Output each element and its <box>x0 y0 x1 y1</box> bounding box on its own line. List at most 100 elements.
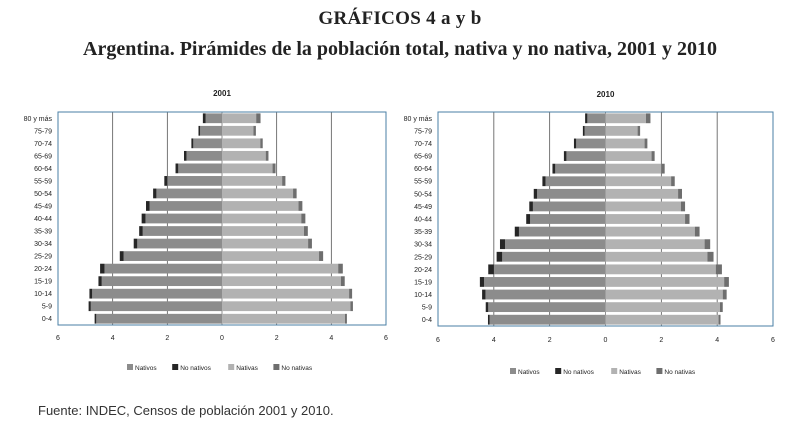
category-label: 80 y más <box>404 116 433 123</box>
bar-no-nativos-35-39 <box>139 226 143 236</box>
bar-nativas-45-49 <box>605 201 681 212</box>
bar-nativos-30-34 <box>137 238 222 249</box>
bar-no-nativas-65-69 <box>265 150 269 161</box>
category-label: 80 y más <box>24 116 53 123</box>
bar-no-nativos-20-24 <box>100 263 105 274</box>
bar-no-nativas-70-74 <box>260 138 263 149</box>
bar-nativos-15-19 <box>101 276 222 287</box>
bar-nativos-40-44 <box>145 213 222 224</box>
bar-no-nativas-40-44 <box>301 213 306 224</box>
bar-nativos-60-64 <box>178 163 222 174</box>
legend-swatch <box>228 364 235 370</box>
category-label: 20-24 <box>414 267 432 274</box>
x-tick-label: 6 <box>384 335 388 342</box>
bar-nativas-20-24 <box>605 264 716 275</box>
bar-no-nativos-25-29 <box>496 251 503 262</box>
pyramid-chart-2001: 2001 0-4 5-9 10-14 15-19 20-24 25-29 30-34 35-39… <box>24 89 388 372</box>
bar-nativas-80-y-más <box>222 113 257 124</box>
bar-no-nativas-35-39 <box>304 226 308 236</box>
bar-nativos-55-59 <box>545 176 606 187</box>
bar-nativas-10-14 <box>605 289 723 300</box>
bar-nativos-70-74 <box>576 138 606 149</box>
category-label: 30-34 <box>34 241 52 248</box>
category-label: 45-49 <box>34 203 52 210</box>
legend-swatch <box>273 364 280 370</box>
bar-no-nativos-0-4 <box>94 313 97 324</box>
bar-no-nativas-10-14 <box>349 288 353 299</box>
bar-nativas-65-69 <box>605 151 652 161</box>
category-label: 75-79 <box>34 128 52 135</box>
bar-nativas-0-4 <box>222 313 345 324</box>
bar-no-nativas-40-44 <box>685 214 690 224</box>
bar-no-nativas-30-34 <box>308 238 312 249</box>
category-label: 45-49 <box>414 204 432 211</box>
bar-nativas-55-59 <box>605 176 672 187</box>
bar-no-nativos-0-4 <box>487 314 490 325</box>
bar-no-nativas-5-9 <box>350 301 353 312</box>
bar-no-nativos-50-54 <box>153 188 157 199</box>
bar-nativas-15-19 <box>222 276 341 287</box>
legend-swatch <box>555 368 562 374</box>
category-label: 40-44 <box>414 217 432 224</box>
bar-nativos-5-9 <box>488 302 606 313</box>
figure-title: GRÁFICOS 4 a y b <box>318 8 482 29</box>
bar-nativos-50-54 <box>156 188 222 199</box>
bar-nativos-25-29 <box>123 251 222 261</box>
bar-nativas-35-39 <box>605 226 695 237</box>
x-tick-label: 2 <box>165 335 169 342</box>
bar-no-nativos-70-74 <box>573 138 577 149</box>
x-tick-label: 0 <box>604 337 608 344</box>
bar-no-nativas-70-74 <box>644 138 648 149</box>
x-tick-label: 2 <box>548 337 552 344</box>
chart-title: 2001 <box>213 89 231 98</box>
bar-nativas-70-74 <box>605 138 645 149</box>
bar-no-nativas-25-29 <box>319 251 324 261</box>
bar-no-nativos-80-y-más <box>585 113 588 124</box>
bar-no-nativas-50-54 <box>293 188 297 199</box>
bar-no-nativos-10-14 <box>89 288 93 299</box>
category-label: 75-79 <box>414 128 432 135</box>
x-tick-label: 4 <box>492 337 496 344</box>
legend-swatch <box>127 364 133 370</box>
bar-nativos-75-79 <box>584 125 606 136</box>
bar-nativas-50-54 <box>605 188 679 199</box>
bar-no-nativas-35-39 <box>694 226 700 237</box>
bar-nativas-35-39 <box>222 226 304 236</box>
bar-nativos-45-49 <box>149 201 222 211</box>
category-label: 20-24 <box>34 266 52 273</box>
category-label: 0-4 <box>42 316 52 323</box>
bar-nativos-0-4 <box>96 313 222 324</box>
bar-nativas-30-34 <box>605 239 705 250</box>
bar-nativas-60-64 <box>222 163 273 174</box>
bar-nativos-45-49 <box>532 201 606 212</box>
bar-nativas-80-y-más <box>605 113 646 124</box>
bar-nativas-25-29 <box>222 251 320 261</box>
bar-nativos-80-y-más <box>205 113 222 124</box>
pyramid-chart-2010: 2010 0-4 5-9 10-14 15-19 20-24 25-29 30-34 35-39… <box>404 90 775 376</box>
legend-swatch <box>172 364 179 370</box>
bar-no-nativos-40-44 <box>141 213 146 224</box>
bar-no-nativas-30-34 <box>704 239 711 250</box>
bar-nativas-75-79 <box>222 125 254 136</box>
category-label: 40-44 <box>34 216 52 223</box>
bar-nativos-0-4 <box>489 314 606 325</box>
bar-no-nativos-65-69 <box>184 150 187 161</box>
category-label: 5-9 <box>42 304 52 311</box>
bar-nativos-10-14 <box>485 289 606 300</box>
bar-no-nativos-65-69 <box>563 151 567 161</box>
category-label: 50-54 <box>414 191 432 198</box>
bar-nativos-5-9 <box>90 301 222 312</box>
figure-subtitle: Argentina. Pirámides de la población tot… <box>83 38 717 60</box>
x-tick-label: 4 <box>111 335 115 342</box>
bar-no-nativas-65-69 <box>651 151 655 161</box>
bar-nativas-45-49 <box>222 201 299 211</box>
bar-nativos-60-64 <box>555 163 606 174</box>
x-tick-label: 6 <box>771 337 775 344</box>
bar-nativos-35-39 <box>142 226 222 236</box>
bar-no-nativas-15-19 <box>340 276 345 287</box>
legend-swatch <box>656 368 663 374</box>
bar-no-nativas-80-y-más <box>645 113 651 124</box>
bar-no-nativas-75-79 <box>637 125 641 136</box>
bar-nativos-65-69 <box>186 150 222 161</box>
